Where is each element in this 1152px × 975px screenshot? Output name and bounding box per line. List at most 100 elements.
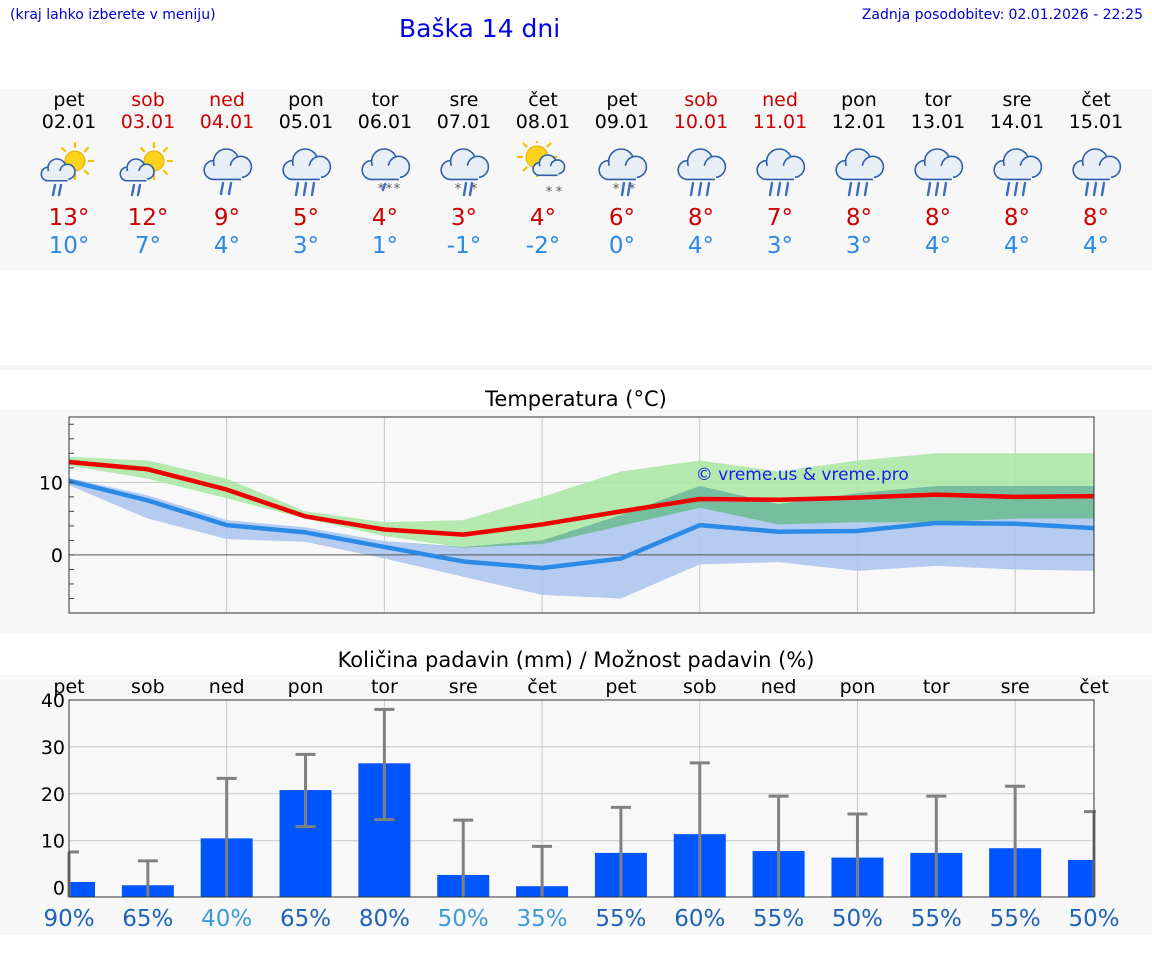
y-tick-label: 10 [41, 831, 65, 853]
forecast-day: ned 04.01 9° 4° [187, 89, 267, 260]
cloud-heavy-rain-icon [835, 148, 885, 197]
precip-bar [1068, 859, 1094, 897]
max-temperature: 8° [845, 205, 873, 231]
min-temperature: 4° [924, 233, 952, 259]
day-date: 03.01 [120, 111, 176, 133]
min-temperature: -2° [525, 233, 561, 259]
day-date: 15.01 [1068, 111, 1124, 133]
raindrop [1100, 181, 1106, 197]
day-name: pet [606, 89, 638, 111]
raindrop [1021, 181, 1027, 197]
temperature-chart-title: Temperatura (°C) [485, 387, 667, 411]
x-tick-label: sre [449, 676, 478, 698]
day-date: 13.01 [910, 111, 966, 133]
day-date: 04.01 [199, 111, 255, 133]
precip-chance-label: 50% [438, 906, 489, 932]
cloud-shape [914, 148, 964, 181]
precip-chance-label: 55% [990, 906, 1041, 932]
y-tick-label: 40 [41, 690, 65, 712]
x-tick-label: tor [371, 676, 398, 698]
day-name: sre [1002, 89, 1032, 111]
cloud-shape [993, 148, 1043, 181]
cloud-shape [361, 148, 411, 181]
precip-chance-label: 65% [122, 906, 173, 932]
raindrop [227, 181, 233, 196]
cloud-shape [40, 158, 76, 182]
max-temperature: 4° [371, 205, 399, 231]
min-temperature: 4° [213, 233, 241, 259]
day-date: 09.01 [594, 111, 650, 133]
y-tick-label: 30 [41, 737, 65, 759]
day-name: tor [924, 89, 952, 111]
last-updated: Zadnja posodobitev: 02.01.2026 - 22:25 [858, 7, 1143, 23]
forecast-day: sob 10.01 8° 4° [661, 89, 741, 260]
snowflake: * [471, 182, 478, 197]
day-name: pon [841, 89, 877, 111]
min-temperature: 7° [134, 233, 162, 259]
precip-chance-label: 35% [517, 906, 568, 932]
forecast-day: sre 14.01 8° 4° [977, 89, 1057, 260]
cloud-shape [119, 158, 155, 182]
x-tick-label: tor [923, 676, 950, 698]
x-tick-label: čet [1079, 676, 1109, 698]
cloud-heavy-rain-icon [914, 148, 964, 197]
forecast-day: sre 07.01 * * 3° -1° [424, 89, 504, 260]
snowflake: * [629, 182, 636, 197]
cloud-heavy-rain-icon [677, 148, 727, 197]
max-temperature: 3° [450, 205, 478, 231]
x-tick-label: čet [527, 676, 557, 698]
cloud-shape [756, 148, 806, 181]
day-name: pet [53, 89, 85, 111]
sun-cloud-rain-icon [119, 142, 173, 197]
min-temperature: 0° [608, 233, 636, 259]
snowflake: * [455, 182, 462, 197]
raindrop [310, 181, 316, 197]
raindrop [768, 181, 774, 197]
cloud-shape [677, 148, 727, 181]
plot-frame [68, 416, 1095, 614]
day-date: 12.01 [831, 111, 887, 133]
snowflake: * [613, 182, 620, 197]
precipitation-chart: 40 30 20 10 0 pet sob ned pon tor sre čet pet sob ned p… [41, 676, 1120, 932]
snowflake: * [386, 182, 393, 197]
forecast-day: sob 03.01 12° 7° [108, 89, 188, 260]
day-name: čet [1081, 89, 1111, 111]
raindrop [847, 181, 853, 197]
raindrop [302, 181, 308, 197]
day-date: 07.01 [436, 111, 492, 133]
max-temperature: 7° [766, 205, 794, 231]
watermark: © vreme.us & vreme.pro [696, 465, 909, 485]
max-temperature: 4° [529, 205, 557, 231]
raindrop [1092, 181, 1098, 197]
divider [0, 365, 1152, 370]
raindrop [57, 183, 63, 197]
raindrop [1005, 181, 1011, 197]
raindrop [705, 181, 711, 197]
x-tick-label: pet [605, 676, 636, 698]
min-temperature: 4° [687, 233, 715, 259]
max-temperature: 8° [1082, 205, 1110, 231]
max-temperature: 12° [127, 205, 169, 231]
forecast-strip [0, 89, 1152, 270]
raindrop [1084, 181, 1090, 197]
cloud-heavy-rain-icon [756, 148, 806, 197]
x-tick-label: sob [683, 676, 717, 698]
y-tick-label: 20 [41, 784, 65, 806]
cloud-snow-icon: * * * [361, 148, 411, 197]
x-tick-label: ned [209, 676, 245, 698]
day-date: 05.01 [278, 111, 334, 133]
y-tick-label: 10 [39, 472, 63, 494]
day-name: ned [209, 89, 245, 111]
raindrop [626, 181, 632, 197]
precip-bar [69, 881, 95, 897]
location-hint: (kraj lahko izberete v meniju) [10, 7, 216, 23]
forecast-day: pet 09.01 * * 6° 0° [582, 89, 662, 260]
x-tick-label: pet [53, 676, 84, 698]
raindrop [1013, 181, 1019, 197]
forecast-day: čet 15.01 8° 4° [1056, 89, 1136, 260]
precip-chance-label: 60% [674, 906, 725, 932]
max-temperature: 5° [292, 205, 320, 231]
min-temperature: 3° [292, 233, 320, 259]
raindrop [136, 183, 142, 197]
last-updated-value: 02.01.2026 - 22:25 [1008, 7, 1143, 23]
